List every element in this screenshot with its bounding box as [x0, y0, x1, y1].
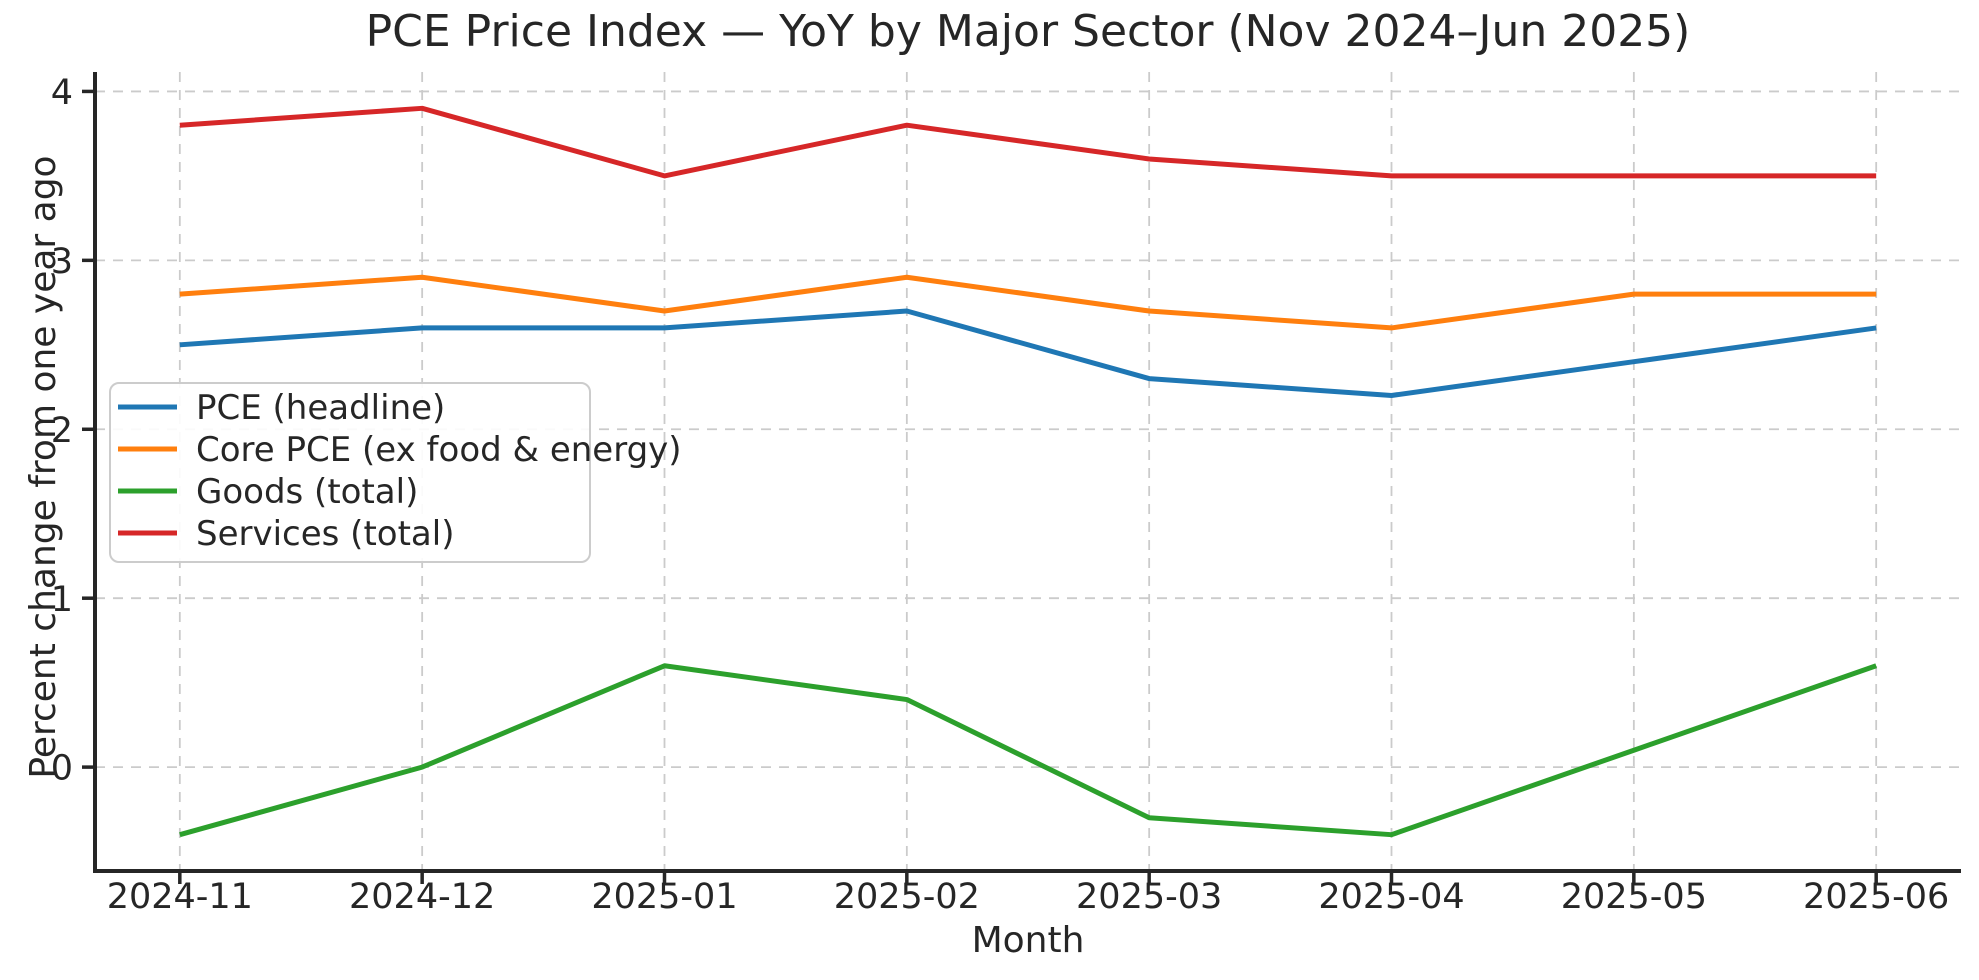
x-tick-label: 2025-03 [1076, 877, 1222, 917]
x-tick-label: 2025-05 [1561, 877, 1707, 917]
x-tick-label: 2025-02 [834, 877, 980, 917]
y-tick-label: 1 [51, 580, 73, 620]
legend-label: Services (total) [196, 514, 454, 554]
legend-label: Core PCE (ex food & energy) [196, 430, 682, 470]
axis-ticks: 0 1 2 3 4 2024-11 2024-12 2025-01 2025-02 2025-03… [51, 73, 1950, 917]
x-tick-label: 2025-06 [1803, 877, 1949, 917]
y-tick-label: 2 [51, 411, 73, 451]
legend-label: Goods (total) [196, 472, 418, 512]
legend: PCE (headline)Core PCE (ex food & energy… [109, 382, 682, 563]
series-line-core-pce-ex-food-energy [179, 274, 1877, 331]
y-tick-label: 3 [51, 242, 73, 282]
series-line-goods-total [179, 663, 1878, 838]
chart-title: PCE Price Index — YoY by Major Sector (N… [366, 6, 1691, 57]
y-axis-label: Percent change from one year ago [23, 155, 64, 778]
x-tick-label: 2024-12 [349, 877, 495, 917]
x-tick-label: 2024-11 [107, 877, 253, 917]
x-tick-label: 2025-01 [591, 877, 737, 917]
legend-label: PCE (headline) [196, 388, 445, 428]
y-tick-label: 0 [51, 749, 73, 789]
legend-box [109, 382, 591, 563]
data-series [179, 105, 1878, 838]
x-axis-label: Month [972, 920, 1085, 961]
series-line-services-total [179, 105, 1877, 179]
x-tick-label: 2025-04 [1318, 877, 1464, 917]
axes-spines [93, 72, 1961, 873]
series-line-pce-headline [179, 308, 1877, 398]
y-tick-label: 4 [51, 73, 73, 113]
